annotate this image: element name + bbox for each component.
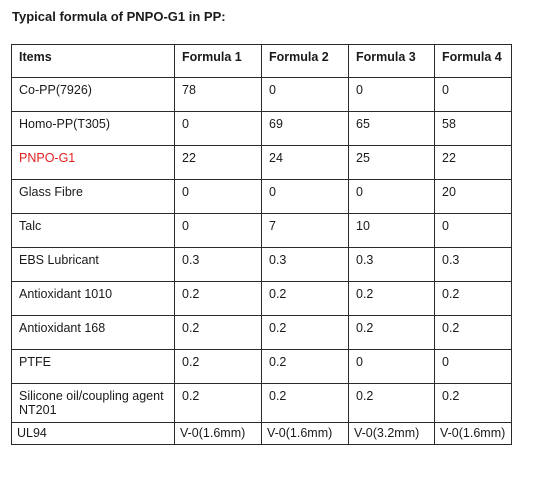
header-items: Items (12, 45, 175, 78)
row-item-name: Co-PP(7926) (12, 78, 175, 112)
cell-value: 0 (435, 78, 512, 112)
table-row: EBS Lubricant 0.3 0.3 0.3 0.3 (12, 248, 512, 282)
row-item-name: Homo-PP(T305) (12, 112, 175, 146)
header-formula-3: Formula 3 (349, 45, 435, 78)
header-formula-2: Formula 2 (262, 45, 349, 78)
cell-value: 0.2 (175, 384, 262, 423)
cell-value: 0 (349, 180, 435, 214)
cell-value: 0.2 (435, 316, 512, 350)
cell-value: 0.3 (349, 248, 435, 282)
cell-value: 0 (262, 78, 349, 112)
cell-value: 0.2 (349, 384, 435, 423)
table-row: Antioxidant 1010 0.2 0.2 0.2 0.2 (12, 282, 512, 316)
cell-value: 58 (435, 112, 512, 146)
cell-value: 78 (175, 78, 262, 112)
row-item-name: UL94 (12, 423, 175, 445)
table-row: Talc 0 7 10 0 (12, 214, 512, 248)
row-item-name: Antioxidant 168 (12, 316, 175, 350)
row-item-name: Antioxidant 1010 (12, 282, 175, 316)
row-item-name: EBS Lubricant (12, 248, 175, 282)
table-row: Antioxidant 168 0.2 0.2 0.2 0.2 (12, 316, 512, 350)
cell-value: 65 (349, 112, 435, 146)
cell-value: 0 (262, 180, 349, 214)
cell-value: 0.2 (435, 384, 512, 423)
header-formula-4: Formula 4 (435, 45, 512, 78)
cell-value: 0.3 (262, 248, 349, 282)
cell-value: V-0(1.6mm) (175, 423, 262, 445)
cell-value: V-0(1.6mm) (262, 423, 349, 445)
cell-value: 10 (349, 214, 435, 248)
table-row: Co-PP(7926) 78 0 0 0 (12, 78, 512, 112)
cell-value: 25 (349, 146, 435, 180)
table-row: Glass Fibre 0 0 0 20 (12, 180, 512, 214)
table-row: UL94 V-0(1.6mm) V-0(1.6mm) V-0(3.2mm) V-… (12, 423, 512, 445)
cell-value: 0.2 (349, 316, 435, 350)
cell-value: 20 (435, 180, 512, 214)
header-formula-1: Formula 1 (175, 45, 262, 78)
cell-value: 0.3 (175, 248, 262, 282)
cell-value: 0.2 (175, 350, 262, 384)
cell-value: 69 (262, 112, 349, 146)
cell-value: 0.2 (175, 282, 262, 316)
cell-value: 0.2 (262, 282, 349, 316)
cell-value: 0 (175, 214, 262, 248)
table-row: PTFE 0.2 0.2 0 0 (12, 350, 512, 384)
table-header-row: Items Formula 1 Formula 2 Formula 3 Form… (12, 45, 512, 78)
cell-value: 0 (175, 112, 262, 146)
cell-value: 0 (435, 350, 512, 384)
page-title: Typical formula of PNPO-G1 in PP: (12, 9, 226, 24)
cell-value: 0 (175, 180, 262, 214)
cell-value: 0.2 (262, 384, 349, 423)
table-row: PNPO-G1 22 24 25 22 (12, 146, 512, 180)
row-item-name: Silicone oil/coupling agent NT201 (12, 384, 175, 423)
formula-table: Items Formula 1 Formula 2 Formula 3 Form… (11, 44, 512, 445)
cell-value: 7 (262, 214, 349, 248)
cell-value: 24 (262, 146, 349, 180)
cell-value: 22 (435, 146, 512, 180)
cell-value: 0.2 (262, 350, 349, 384)
row-item-name: Talc (12, 214, 175, 248)
cell-value: 0.2 (262, 316, 349, 350)
row-item-name-highlighted: PNPO-G1 (12, 146, 175, 180)
cell-value: 0.2 (175, 316, 262, 350)
cell-value: 22 (175, 146, 262, 180)
row-item-name: PTFE (12, 350, 175, 384)
table-row: Homo-PP(T305) 0 69 65 58 (12, 112, 512, 146)
cell-value: V-0(1.6mm) (435, 423, 512, 445)
cell-value: 0.3 (435, 248, 512, 282)
cell-value: 0 (435, 214, 512, 248)
table-row: Silicone oil/coupling agent NT201 0.2 0.… (12, 384, 512, 423)
cell-value: 0 (349, 78, 435, 112)
row-item-name: Glass Fibre (12, 180, 175, 214)
cell-value: 0.2 (349, 282, 435, 316)
cell-value: 0.2 (435, 282, 512, 316)
cell-value: V-0(3.2mm) (349, 423, 435, 445)
cell-value: 0 (349, 350, 435, 384)
